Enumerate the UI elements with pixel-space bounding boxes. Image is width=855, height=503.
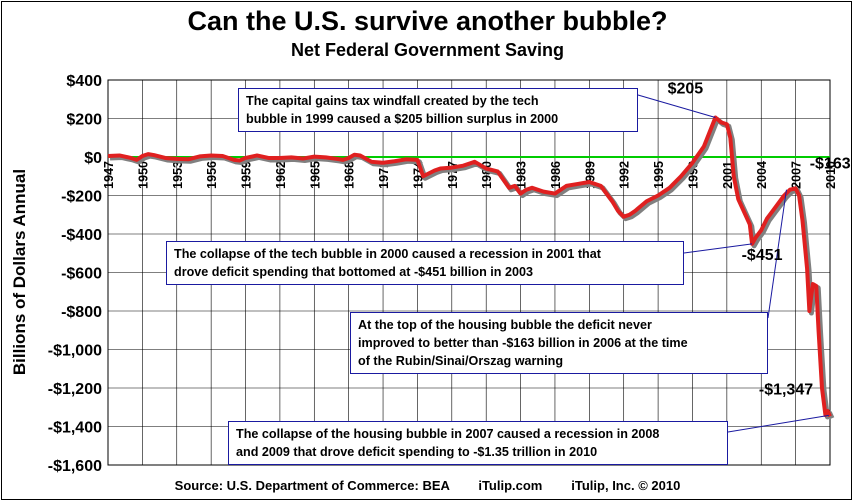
y-tick-label: $0: [84, 150, 102, 167]
data-label: -$163: [810, 155, 851, 172]
annotation-line: At the top of the housing bubble the def…: [358, 318, 652, 332]
copyright-text: iTulip, Inc. © 2010: [571, 478, 681, 493]
site-text: iTulip.com: [478, 478, 543, 493]
x-tick-label: 1956: [205, 161, 219, 189]
x-tick-label: 1965: [308, 161, 322, 189]
y-tick-label: -$400: [61, 227, 102, 244]
x-tick-label: 1983: [515, 161, 529, 189]
data-label: -$451: [742, 247, 783, 264]
y-tick-label: -$800: [61, 304, 102, 321]
data-label: -$1,347: [759, 381, 813, 398]
x-tick-label: 1992: [618, 161, 632, 189]
annotation-housing-top: At the top of the housing bubble the def…: [350, 312, 768, 374]
y-tick-label: -$1,600: [48, 458, 102, 475]
callout-leader-lines: [637, 94, 829, 433]
callout-leader-line: [767, 189, 787, 319]
x-tick-label: 1968: [343, 161, 357, 189]
callout-leader-line: [637, 94, 716, 119]
callout-leader-line: [683, 243, 753, 254]
x-tick-label: 2007: [790, 161, 804, 189]
x-tick-label: 1959: [240, 161, 254, 189]
x-tick-label: 1995: [652, 161, 666, 189]
callout-leader-line: [727, 414, 829, 433]
annotation-line: of the Rubin/Sinai/Orszag warning: [358, 354, 564, 368]
y-axis-tick-labels: $400 $200 $0 -$200 -$400 -$600 -$800 -$1,000 -$1…: [48, 73, 102, 475]
annotation-line: improved to better than -$163 billion in…: [358, 336, 688, 350]
chart-footer: Source: U.S. Department of Commerce: BEA…: [0, 478, 855, 493]
annotation-tech-windfall: The capital gains tax windfall created b…: [238, 88, 638, 132]
x-tick-label: 1950: [136, 161, 150, 189]
x-tick-label: 1962: [274, 161, 288, 189]
y-tick-label: $400: [66, 73, 102, 90]
x-tick-label: 1953: [171, 161, 185, 189]
y-tick-label: $200: [66, 112, 102, 129]
y-axis-label: Billions of Dollars Annual: [10, 168, 29, 376]
annotation-line: drove deficit spending that bottomed at …: [174, 265, 533, 279]
annotation-tech-collapse: The collapse of the tech bubble in 2000 …: [166, 241, 684, 285]
y-tick-label: -$600: [61, 266, 102, 283]
x-tick-label: 1986: [549, 161, 563, 189]
y-tick-label: -$1,000: [48, 343, 102, 360]
series-lines: [107, 115, 835, 420]
annotation-line: bubble in 1999 caused a $205 billion sur…: [246, 112, 559, 126]
data-label: $205: [668, 81, 704, 98]
data-labels: $205 -$163 -$451 -$1,347: [668, 81, 851, 399]
y-tick-label: -$1,200: [48, 381, 102, 398]
chart-subtitle: Net Federal Government Saving: [290, 40, 565, 60]
chart-title: Can the U.S. survive another bubble?: [187, 6, 668, 36]
x-tick-label: 1971: [377, 161, 391, 189]
x-tick-label: 2004: [755, 161, 769, 189]
annotation-line: The collapse of the tech bubble in 2000 …: [174, 247, 601, 261]
y-tick-label: -$200: [61, 189, 102, 206]
annotation-line: The collapse of the housing bubble in 20…: [236, 427, 660, 441]
y-tick-label: -$1,400: [48, 420, 102, 437]
x-tick-label: 1947: [102, 161, 116, 189]
annotation-line: The capital gains tax windfall created b…: [246, 94, 539, 108]
series-line: [107, 115, 832, 418]
x-tick-label: 2010: [824, 161, 838, 189]
source-text: Source: U.S. Department of Commerce: BEA: [174, 478, 450, 493]
annotation-line: and 2009 that drove deficit spending to …: [236, 445, 598, 459]
series-line-shadow: [109, 117, 835, 420]
annotation-housing-collapse: The collapse of the housing bubble in 20…: [228, 421, 728, 465]
